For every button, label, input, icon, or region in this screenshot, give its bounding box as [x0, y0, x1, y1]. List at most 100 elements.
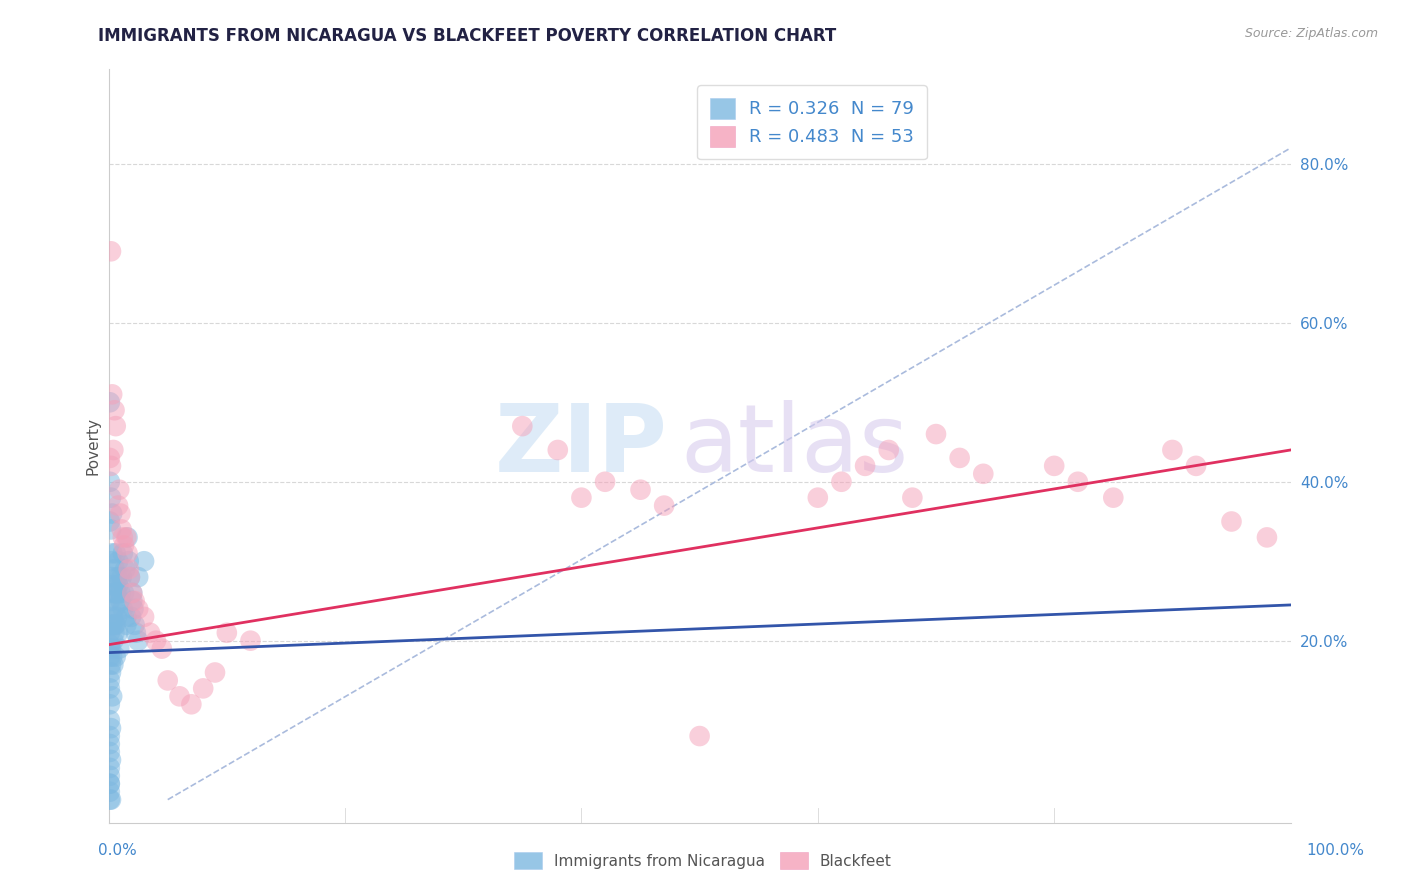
Point: [100, 491, 122, 505]
Point: [117, 530, 139, 544]
Point: [98, 638, 121, 652]
Point: [103, 562, 125, 576]
Point: [101, 610, 124, 624]
Point: [100, 458, 122, 473]
Point: [877, 442, 900, 457]
Text: Source: ZipAtlas.com: Source: ZipAtlas.com: [1244, 27, 1378, 40]
Point: [1043, 458, 1066, 473]
Point: [593, 475, 616, 489]
Text: 100.0%: 100.0%: [1306, 843, 1364, 858]
Point: [103, 403, 125, 417]
Point: [100, 641, 122, 656]
Point: [105, 610, 128, 624]
Point: [132, 554, 155, 568]
Point: [1067, 475, 1090, 489]
Point: [100, 753, 122, 767]
Point: [100, 721, 122, 735]
Point: [100, 523, 122, 537]
Point: [101, 617, 124, 632]
Point: [139, 625, 162, 640]
Point: [98, 698, 121, 712]
Point: [121, 586, 143, 600]
Point: [100, 665, 122, 680]
Point: [118, 562, 141, 576]
Point: [103, 602, 125, 616]
Point: [98, 625, 121, 640]
Point: [100, 792, 122, 806]
Point: [107, 554, 129, 568]
Point: [110, 507, 132, 521]
Point: [1220, 515, 1243, 529]
Point: [98, 745, 121, 759]
Point: [111, 546, 134, 560]
Point: [104, 546, 127, 560]
Point: [101, 649, 124, 664]
Point: [98, 475, 121, 489]
Point: [103, 442, 125, 457]
Point: [630, 483, 652, 497]
Point: [125, 625, 148, 640]
Point: [98, 777, 121, 791]
Point: [98, 594, 121, 608]
Point: [145, 633, 167, 648]
Point: [103, 633, 125, 648]
Point: [111, 523, 134, 537]
Point: [689, 729, 711, 743]
Point: [150, 641, 173, 656]
Point: [98, 395, 121, 409]
Point: [101, 690, 124, 704]
Point: [117, 546, 139, 560]
Point: [110, 594, 132, 608]
Point: [110, 586, 132, 600]
Point: [107, 499, 129, 513]
Point: [103, 617, 125, 632]
Point: [98, 792, 121, 806]
Text: IMMIGRANTS FROM NICARAGUA VS BLACKFEET POVERTY CORRELATION CHART: IMMIGRANTS FROM NICARAGUA VS BLACKFEET P…: [98, 27, 837, 45]
Point: [103, 586, 125, 600]
Point: [101, 578, 124, 592]
Point: [510, 419, 533, 434]
Point: [853, 458, 876, 473]
Point: [101, 546, 124, 560]
Point: [112, 538, 135, 552]
Point: [127, 570, 149, 584]
Point: [1161, 442, 1184, 457]
Point: [925, 427, 948, 442]
Point: [108, 483, 131, 497]
Point: [830, 475, 852, 489]
Point: [127, 602, 149, 616]
Point: [105, 586, 128, 600]
Point: [180, 698, 202, 712]
Point: [100, 657, 122, 672]
Point: [972, 467, 994, 481]
Text: atlas: atlas: [681, 400, 908, 492]
Legend: Immigrants from Nicaragua, Blackfeet: Immigrants from Nicaragua, Blackfeet: [508, 846, 898, 875]
Point: [98, 769, 121, 783]
Point: [98, 515, 121, 529]
Point: [115, 530, 138, 544]
Point: [120, 610, 142, 624]
Point: [98, 673, 121, 688]
Point: [98, 777, 121, 791]
Point: [111, 570, 134, 584]
Point: [111, 530, 134, 544]
Point: [122, 602, 145, 616]
Point: [98, 681, 121, 696]
Point: [108, 570, 131, 584]
Point: [98, 729, 121, 743]
Point: [104, 586, 127, 600]
Point: [100, 570, 122, 584]
Point: [115, 610, 138, 624]
Point: [114, 562, 136, 576]
Point: [121, 594, 143, 608]
Point: [547, 442, 569, 457]
Point: [169, 690, 191, 704]
Point: [103, 602, 125, 616]
Point: [101, 507, 124, 521]
Point: [901, 491, 924, 505]
Point: [204, 665, 226, 680]
Point: [103, 657, 125, 672]
Point: [101, 387, 124, 401]
Point: [1185, 458, 1208, 473]
Point: [104, 419, 127, 434]
